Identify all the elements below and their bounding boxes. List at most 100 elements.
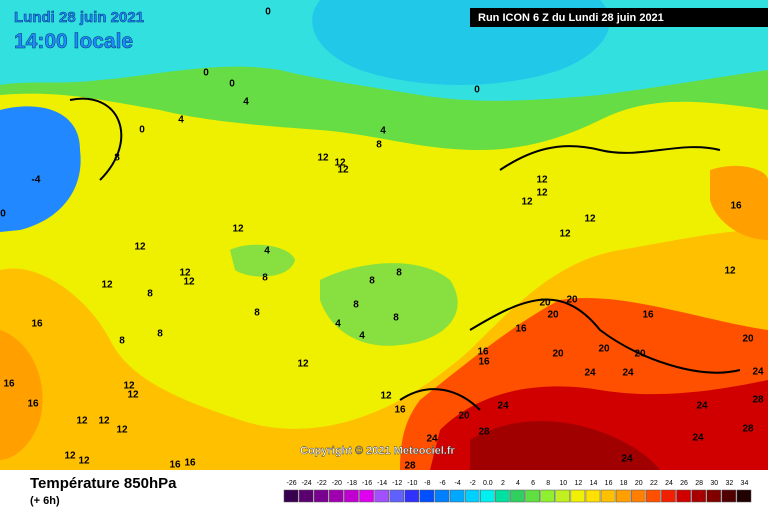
contour-label: 12 (64, 451, 76, 462)
contour-label: 12 (116, 425, 128, 436)
scale-label: 22 (650, 480, 658, 487)
scale-label: -18 (347, 480, 357, 487)
contour-label: 12 (724, 266, 736, 277)
scale-swatch (706, 489, 722, 503)
scale-swatch (389, 489, 405, 503)
contour-label: 24 (696, 401, 708, 412)
scale-swatch (329, 489, 344, 503)
zone-blue (0, 106, 81, 232)
scale-swatch (646, 489, 661, 503)
scale-swatch (585, 489, 601, 503)
scale-swatch (615, 489, 631, 503)
contour-label: 12 (297, 359, 309, 370)
contour-label: 4 (335, 319, 341, 330)
scale-label: 32 (725, 480, 733, 487)
contour-label: 12 (536, 175, 548, 186)
contour-label: 12 (98, 416, 110, 427)
contour-label: 4 (380, 126, 386, 137)
contour-label: 24 (752, 367, 764, 378)
contour-label: 8 (353, 300, 359, 311)
zone-darkest (470, 421, 660, 470)
contour-label: 8 (254, 308, 260, 319)
scale-label: -4 (454, 480, 460, 487)
contour-label: 24 (622, 368, 634, 379)
contour-label: 0 (0, 209, 6, 220)
map: Run ICON 6 Z du Lundi 28 juin 2021 Lundi… (0, 0, 768, 472)
contour-label: 24 (426, 434, 438, 445)
scale-label: 4 (516, 480, 520, 487)
scale-swatch (676, 489, 691, 503)
scale-label: -8 (424, 480, 430, 487)
contour-label: 4 (178, 115, 184, 126)
contour-label: 16 (477, 347, 489, 358)
scale-label: 18 (620, 480, 628, 487)
contour-label: 20 (598, 344, 610, 355)
contour-label: 12 (127, 390, 139, 401)
contour-label: 16 (169, 460, 181, 471)
scale-swatch (434, 489, 450, 503)
contour-label: 16 (3, 379, 15, 390)
scale-swatch (374, 489, 389, 503)
contour-label: 12 (134, 242, 146, 253)
color-scale: -26 -24 -22 -20 -18 -16 -14 -12 -10 -8 -6 -4 -2 0.0 2 4… (283, 480, 752, 503)
scale-label: -24 (302, 480, 312, 487)
scale-swatch (600, 489, 616, 503)
scale-swatch (570, 489, 586, 503)
contour-label: 16 (184, 458, 196, 469)
scale-label: 28 (695, 480, 703, 487)
scale-label: 26 (680, 480, 688, 487)
contour-label: 28 (478, 427, 490, 438)
scale-label: -16 (362, 480, 372, 487)
zone-green-low (230, 244, 458, 346)
run-box (470, 8, 768, 27)
contour-label: 8 (147, 289, 153, 300)
scale-swatch (283, 489, 299, 503)
scale-swatch (419, 489, 435, 503)
scale-swatch (691, 489, 706, 503)
scale-swatch (344, 489, 359, 503)
contour-label: 0 (265, 7, 271, 18)
contour-label: 12 (123, 381, 135, 392)
scale-swatch (495, 489, 510, 503)
contour-label: 20 (458, 411, 470, 422)
scale-swatch (359, 489, 374, 503)
contour-label: 0 (229, 79, 235, 90)
date: Lundi 28 juin 2021 (14, 9, 144, 26)
scale-swatch (555, 489, 571, 503)
coastline (69, 97, 741, 411)
contour-label: 8 (393, 313, 399, 324)
contour-label: 12 (536, 188, 548, 199)
scale-label: -10 (407, 480, 417, 487)
scale-label: 30 (710, 480, 718, 487)
contour-label: 20 (547, 310, 559, 321)
scale-label: -14 (377, 480, 387, 487)
scale-label: -20 (332, 480, 342, 487)
contour-label: 28 (742, 424, 754, 435)
contour-label: 20 (566, 295, 578, 306)
scale-label: -26 (286, 480, 296, 487)
scale-label: -6 (439, 480, 445, 487)
contour-label: 24 (692, 433, 704, 444)
contour-label: 4 (359, 331, 365, 342)
contour-label: 8 (369, 276, 375, 287)
scale-swatch (540, 489, 555, 503)
contour-label: 12 (78, 456, 90, 467)
contour-label: 24 (497, 401, 509, 412)
contour-label: 12 (76, 416, 88, 427)
scale-swatch (525, 489, 540, 503)
scale-swatch (510, 489, 525, 503)
contour-label: 12 (179, 268, 191, 279)
scale-swatch (404, 489, 420, 503)
contour-label: 0 (203, 68, 209, 79)
contour-label: 12 (317, 153, 329, 164)
scale-swatch (630, 489, 646, 503)
scale-label: 24 (665, 480, 673, 487)
contour-label: 4 (243, 97, 249, 108)
contour-label: -4 (32, 175, 41, 186)
scale-label: 34 (741, 480, 749, 487)
contour-label: 20 (742, 334, 754, 345)
contour-label: 0 (139, 125, 145, 136)
scale-label: 2 (501, 480, 505, 487)
contour-label: 24 (584, 368, 596, 379)
